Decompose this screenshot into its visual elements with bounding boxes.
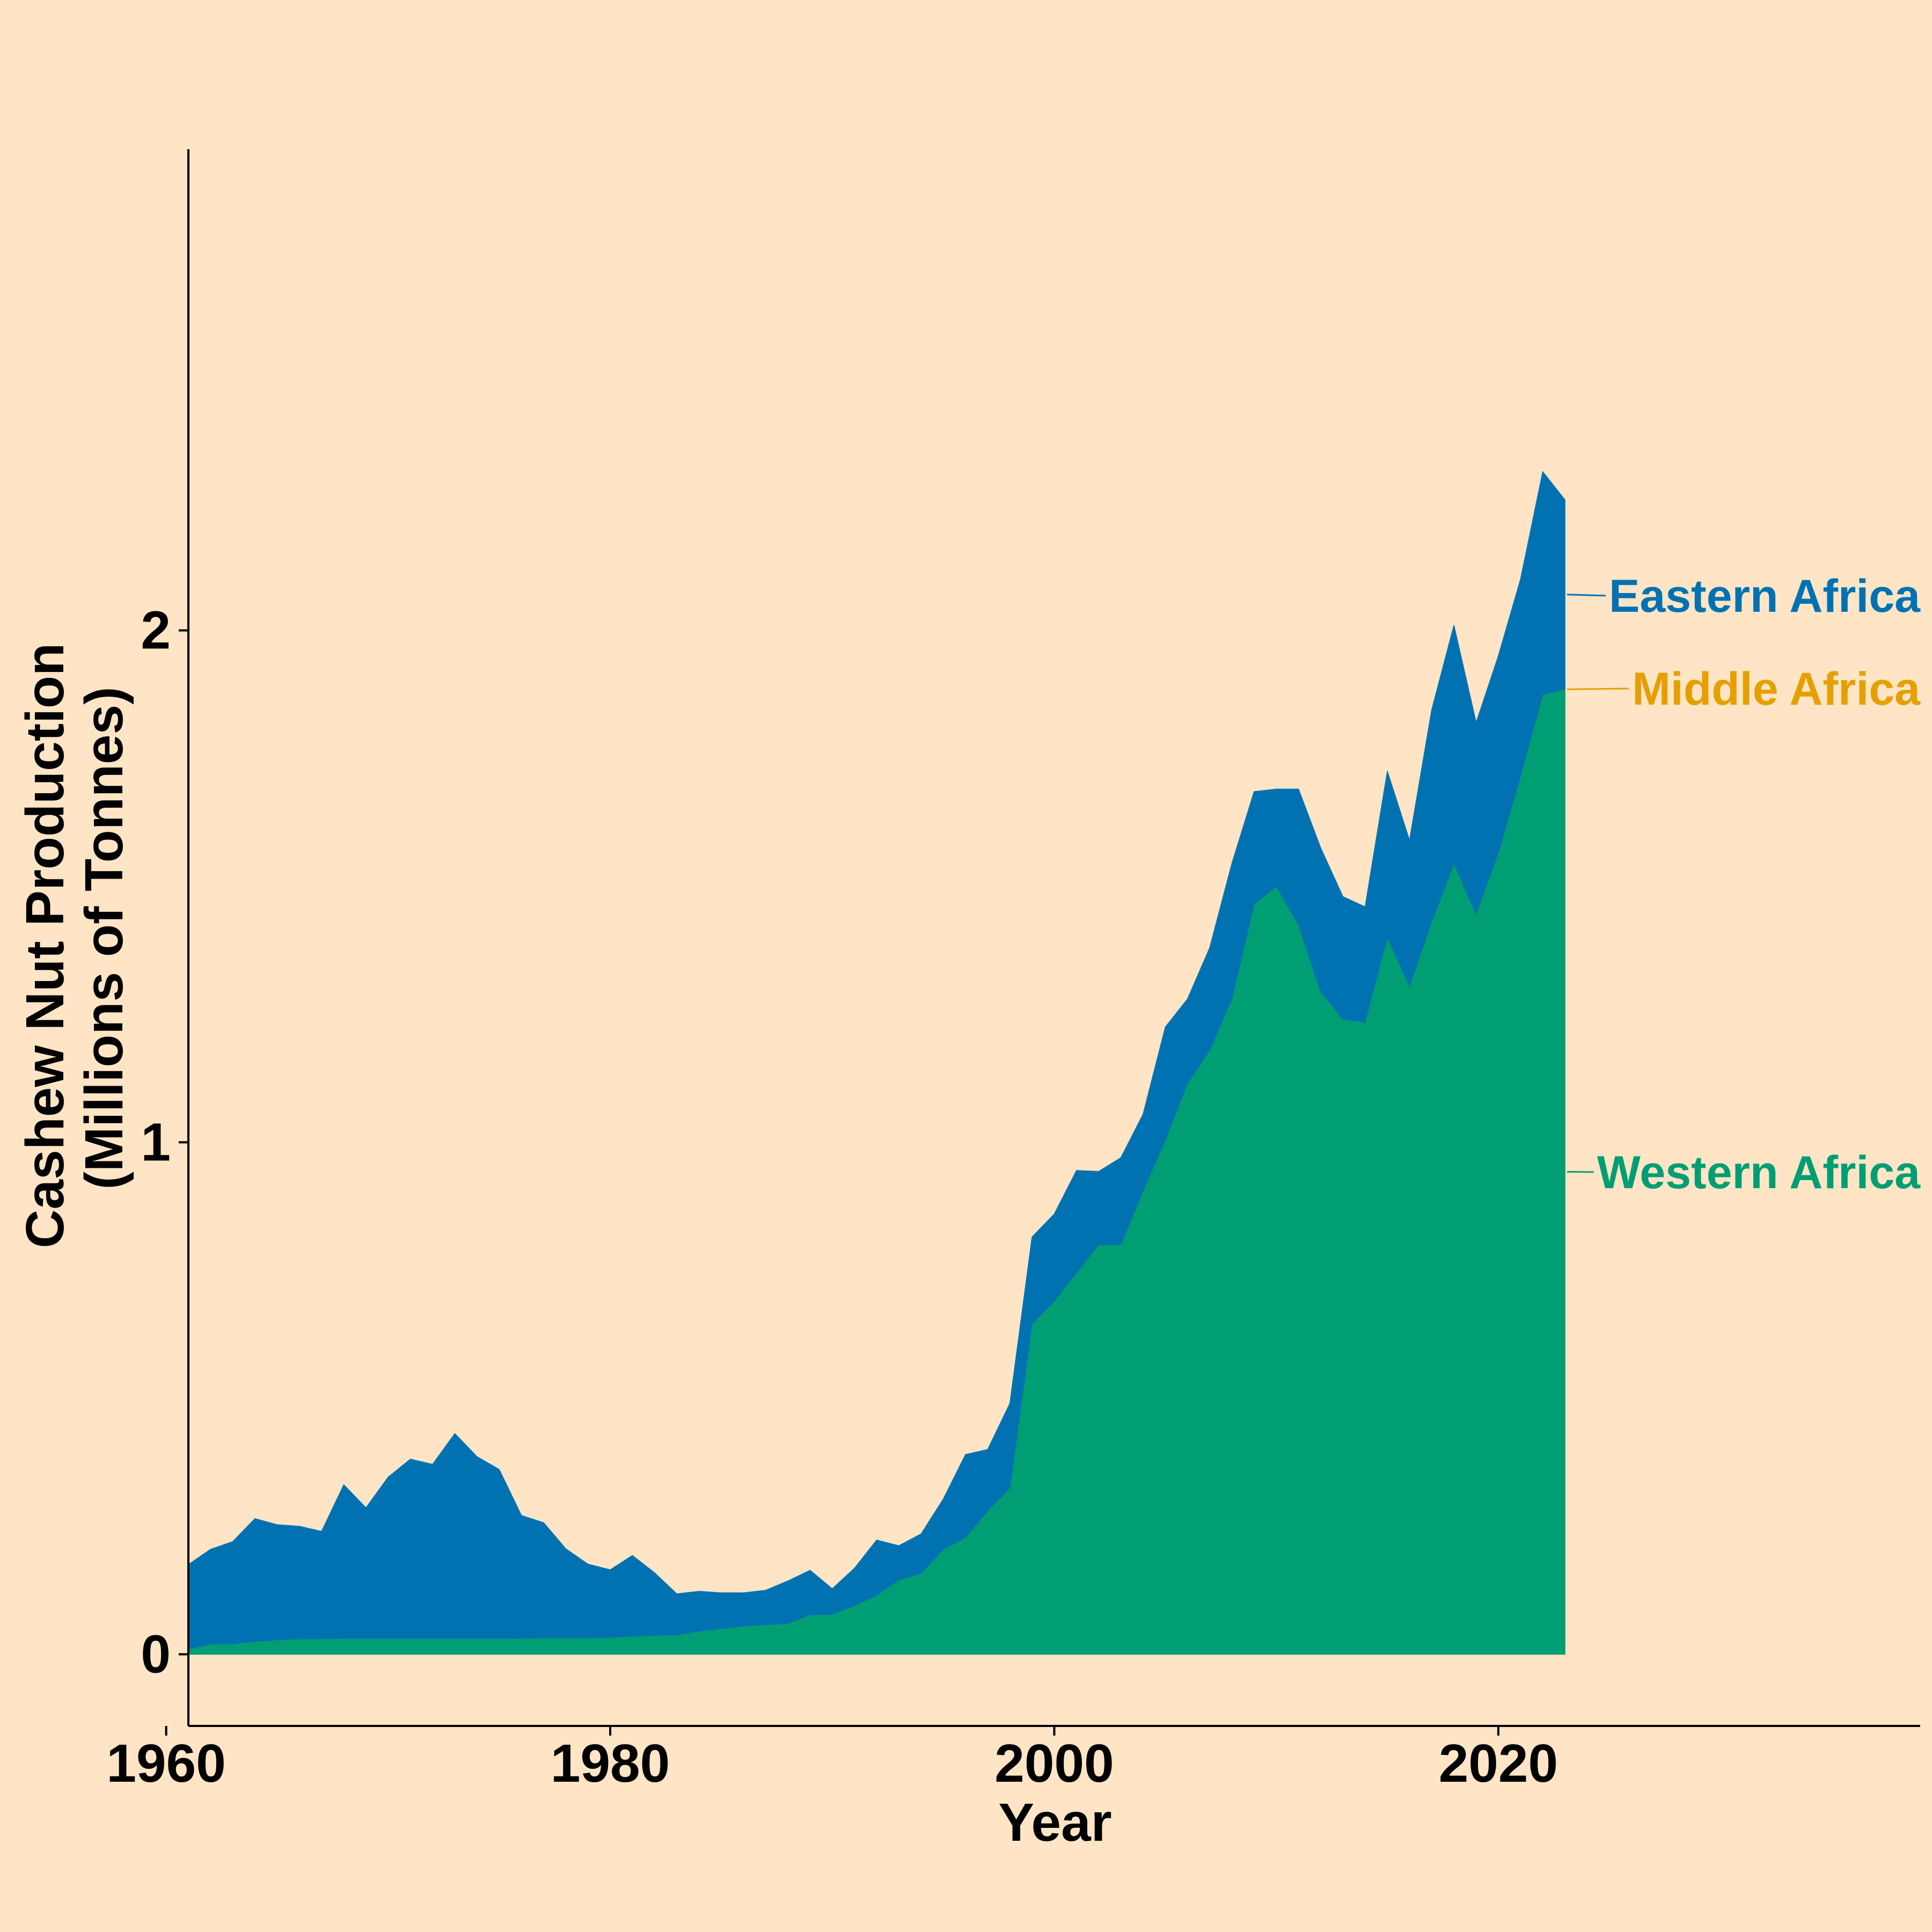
y-tick-label: 2 <box>141 601 171 661</box>
x-tick-label: 2000 <box>994 1733 1114 1794</box>
y-tick-label: 1 <box>141 1113 171 1173</box>
y-axis-title-line-1: Cashew Nut Production <box>15 643 75 1248</box>
x-axis-ticks: 1960 1980 2000 2020 <box>106 1726 1558 1794</box>
area-eastern-africa <box>188 471 1565 1650</box>
series-label-middle-africa: Middle Africa <box>1632 663 1921 715</box>
y-axis-ticks: 0 1 2 <box>141 601 188 1684</box>
x-tick-label: 2020 <box>1439 1733 1558 1794</box>
series-labels: Western Africa Middle Africa Eastern Afric… <box>1567 570 1921 1198</box>
series-label-western-africa: Western Africa <box>1597 1147 1921 1198</box>
y-axis-title: Cashew Nut Production (Millions of Tonne… <box>15 628 134 1248</box>
series-areas <box>188 471 1565 1655</box>
y-tick-label: 0 <box>141 1624 171 1684</box>
series-leader-eastern-africa <box>1567 594 1606 597</box>
series-label-eastern-africa: Eastern Africa <box>1609 570 1921 622</box>
y-axis-title-line-2: (Millions of Tonnes) <box>74 687 134 1190</box>
x-axis-title: Year <box>998 1792 1111 1853</box>
x-tick-label: 1960 <box>106 1733 225 1794</box>
x-tick-label: 1980 <box>551 1733 670 1794</box>
